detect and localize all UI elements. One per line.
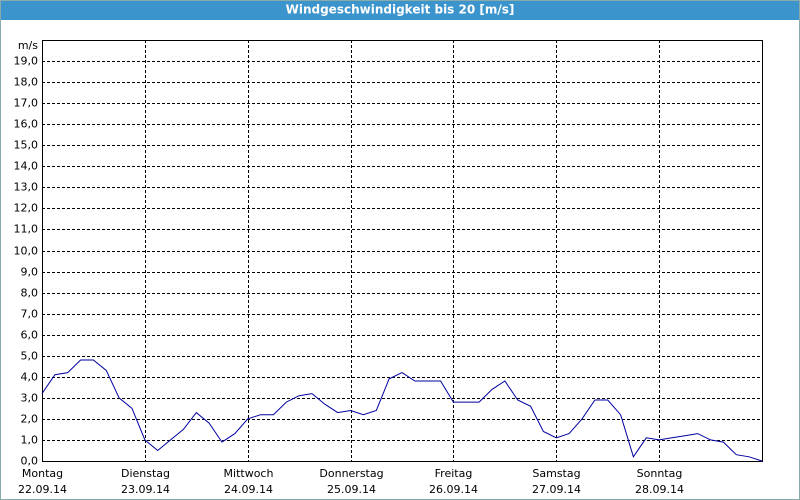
y-tick-label: 15,0 [14,139,39,152]
y-tick-label: 6,0 [21,329,39,342]
x-tick-label: Montag [22,467,63,480]
x-tick-date: 28.09.14 [635,483,684,496]
y-tick-label: 10,0 [14,245,39,258]
y-tick-label: 18,0 [14,76,39,89]
y-tick-label: 4,0 [21,371,39,384]
y-tick-label: 14,0 [14,160,39,173]
chart-title: Windgeschwindigkeit bis 20 [m/s] [286,3,515,17]
x-tick-date: 26.09.14 [429,483,478,496]
y-tick-label: 1,0 [21,434,39,447]
x-tick-date: 23.09.14 [121,483,170,496]
data-line [41,359,763,462]
y-tick-label: 8,0 [21,287,39,300]
x-tick-label: Dienstag [121,467,170,480]
x-tick-label: Samstag [532,467,580,480]
y-tick-label: 5,0 [21,350,39,363]
y-tick-label: 13,0 [14,181,39,194]
x-tick-date: 24.09.14 [224,483,273,496]
title-bar [0,0,800,20]
y-tick-label: 17,0 [14,97,39,110]
y-tick-label: 11,0 [14,223,39,236]
x-tick-date: 25.09.14 [327,483,376,496]
x-tick-label: Donnerstag [319,467,383,480]
y-tick-label: 2,0 [21,413,39,426]
x-tick-label: Freitag [435,467,473,480]
x-tick-label: Sonntag [637,467,683,480]
x-tick-date: 27.09.14 [532,483,581,496]
y-tick-label: 19,0 [14,55,39,68]
y-tick-label: 0,0 [21,455,39,468]
plot-border [42,40,763,462]
y-unit: m/s [18,39,38,52]
x-tick-date: 22.09.14 [18,483,67,496]
x-tick-label: Mittwoch [224,467,274,480]
y-tick-label: 7,0 [21,308,39,321]
y-tick-label: 16,0 [14,118,39,131]
y-tick-label: 9,0 [21,266,39,279]
y-tick-label: 12,0 [14,202,39,215]
y-tick-label: 3,0 [21,392,39,405]
